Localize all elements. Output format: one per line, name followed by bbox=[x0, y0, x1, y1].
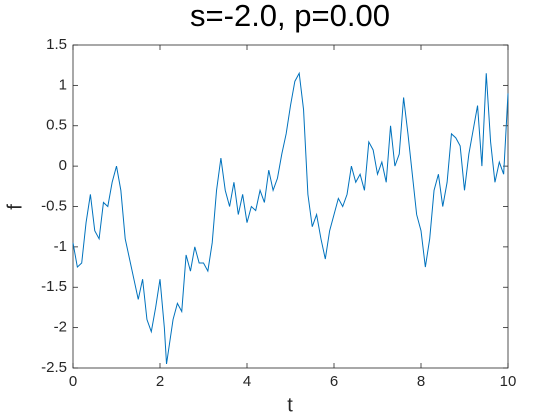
x-tick-label: 2 bbox=[156, 373, 164, 390]
x-tick-label: 10 bbox=[500, 373, 517, 390]
y-tick-label: -2.5 bbox=[41, 359, 67, 376]
y-tick-label: -1.5 bbox=[41, 278, 67, 295]
y-tick-label: -1 bbox=[54, 238, 67, 255]
y-tick-label: 1 bbox=[59, 76, 67, 93]
y-axis-label: f bbox=[4, 204, 26, 210]
y-tick-label: -0.5 bbox=[41, 197, 67, 214]
y-tick-label: -2 bbox=[54, 319, 67, 336]
x-tick-label: 4 bbox=[243, 373, 251, 390]
y-tick-label: 0 bbox=[59, 157, 67, 174]
data-line bbox=[72, 71, 509, 365]
x-tick-label: 8 bbox=[417, 373, 425, 390]
x-tick-label: 6 bbox=[330, 373, 338, 390]
x-tick-label: 0 bbox=[69, 373, 77, 390]
x-axis-label: t bbox=[287, 394, 293, 416]
chart-title: s=-2.0, p=0.00 bbox=[190, 0, 390, 33]
y-tick-label: 1.5 bbox=[46, 36, 67, 53]
y-tick-label: 0.5 bbox=[46, 117, 67, 134]
